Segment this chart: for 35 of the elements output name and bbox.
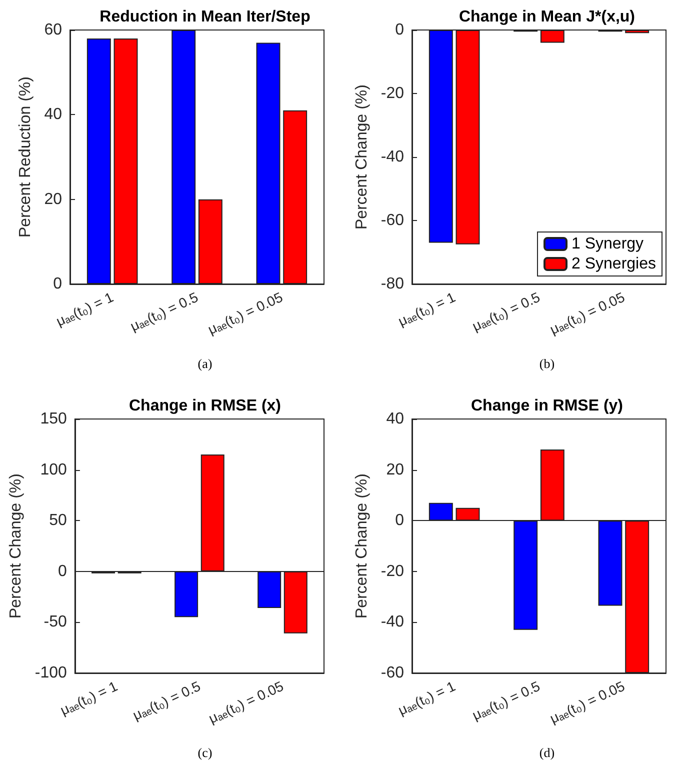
- y-tick-label: 60: [44, 22, 62, 38]
- y-tick-label: -40: [380, 614, 404, 631]
- y-tick-label: 150: [40, 410, 68, 428]
- y-tick-label: -20: [380, 85, 404, 102]
- y-tick-label: -100: [34, 664, 68, 682]
- y-axis-title: Percent Reduction (%): [16, 76, 34, 238]
- y-tick-label: -60: [380, 664, 404, 682]
- legend-label: 2 Synergies: [572, 256, 656, 272]
- y-axis-title: Percent Change (%): [353, 474, 370, 618]
- y-tick-label: 0: [58, 562, 68, 580]
- y-tick-label: 50: [49, 512, 68, 530]
- y-tick-label: 40: [386, 410, 404, 428]
- y-tick-label: 40: [44, 106, 62, 124]
- y-tick-label: -60: [380, 212, 404, 229]
- y-tick-label: 20: [386, 461, 404, 478]
- chart-title: Change in RMSE (x): [128, 398, 282, 414]
- chart-title: Change in RMSE (y): [470, 398, 624, 414]
- chart-title: Change in Mean J*(x,u): [458, 8, 636, 26]
- y-tick-label: -40: [380, 148, 404, 166]
- text: (a): [198, 356, 212, 371]
- text: (b): [539, 356, 555, 371]
- y-axis-title: Percent Change (%): [353, 84, 370, 230]
- y-tick-label: 0: [53, 276, 62, 292]
- text: (c): [198, 745, 212, 760]
- text: (d): [539, 745, 555, 760]
- y-tick-label: -50: [44, 614, 68, 631]
- y-tick-label: -80: [380, 276, 404, 292]
- y-tick-label: 0: [395, 512, 404, 530]
- y-tick-label: 100: [40, 461, 68, 478]
- y-tick-label: 0: [395, 22, 404, 38]
- y-tick-label: -20: [380, 562, 404, 580]
- chart-title: Reduction in Mean Iter/Step: [100, 8, 311, 26]
- y-tick-label: 20: [44, 190, 62, 208]
- y-axis-title: Percent Change (%): [8, 474, 24, 618]
- legend-label: 1 Synergy: [572, 236, 644, 252]
